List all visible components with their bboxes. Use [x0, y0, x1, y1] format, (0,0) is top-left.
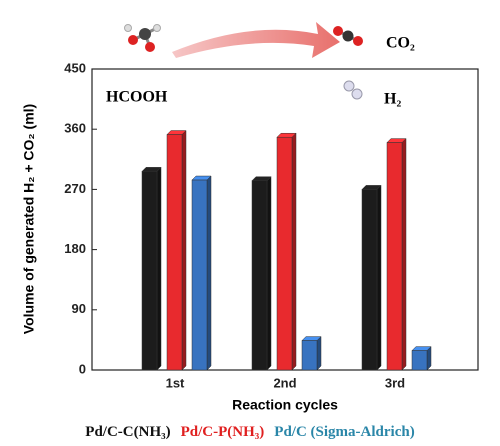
x-tick-label: 2nd	[273, 375, 296, 390]
x-tick-label: 3rd	[385, 375, 405, 390]
bar-side	[376, 184, 382, 371]
bar	[276, 136, 293, 371]
legend-entry: Pd/C (Sigma-Aldrich)	[274, 424, 414, 440]
bar-side	[266, 176, 272, 371]
annotation: H₂	[384, 91, 401, 108]
bar-side	[401, 137, 407, 371]
reaction-arrow	[172, 22, 340, 58]
legend: Pd/C-C(NH₃) Pd/C-P(NH₃) Pd/C (Sigma-Aldric…	[85, 424, 414, 440]
legend-entry: Pd/C-C(NH₃)	[85, 424, 170, 440]
bar-side	[156, 166, 162, 371]
bar	[191, 179, 208, 371]
bar-side	[206, 175, 212, 371]
formic-acid-molecule	[124, 24, 161, 52]
annotation: CO₂	[386, 35, 415, 52]
bar-side	[181, 129, 187, 371]
x-axis-label: Reaction cycles	[232, 397, 338, 413]
y-tick-label: 90	[72, 301, 86, 316]
y-tick-label: 270	[64, 181, 86, 196]
bar-side	[291, 132, 297, 371]
bar-side	[316, 335, 322, 371]
co2-molecule	[333, 26, 363, 46]
annotation: HCOOH	[106, 89, 168, 106]
legend-entry: Pd/C-P(NH₃)	[181, 424, 265, 440]
y-axis-label: Volume of generated H₂ + CO₂ (ml)	[21, 104, 37, 334]
bar	[361, 189, 378, 371]
bar	[251, 180, 268, 371]
bar	[386, 142, 403, 371]
bar	[301, 340, 318, 371]
bar	[411, 350, 428, 371]
h2-molecule	[343, 80, 363, 100]
y-tick-label: 450	[64, 60, 86, 75]
y-tick-label: 180	[64, 241, 86, 256]
bar	[166, 134, 183, 371]
y-tick-label: 360	[64, 121, 86, 136]
y-tick-label: 0	[79, 361, 86, 376]
x-tick-label: 1st	[166, 375, 185, 390]
bar	[141, 171, 158, 371]
